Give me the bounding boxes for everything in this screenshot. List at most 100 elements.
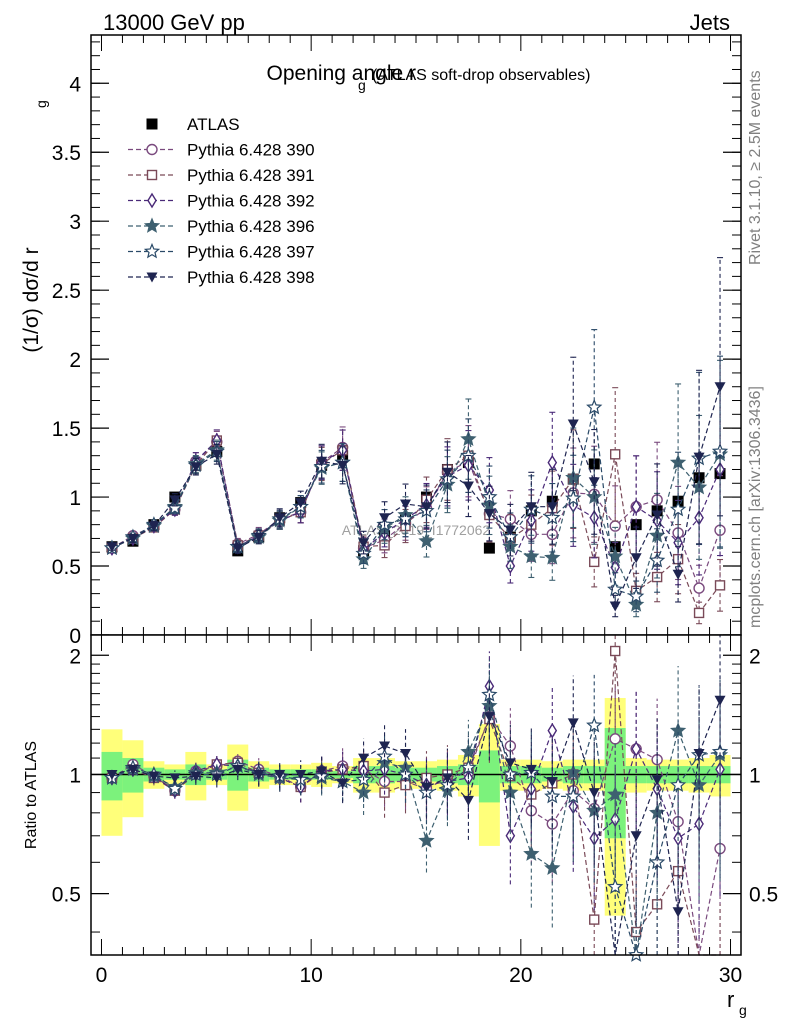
ratio-point	[505, 827, 516, 844]
series-point	[148, 521, 160, 532]
series-point	[523, 547, 540, 564]
series-point	[504, 525, 516, 536]
series-point	[628, 587, 645, 604]
ratio-point	[609, 645, 621, 657]
series-point	[546, 502, 558, 513]
xtick-label: 30	[719, 964, 742, 987]
legend-marker	[143, 242, 161, 259]
ratio-point	[588, 788, 600, 799]
main-ytick-label: 4	[69, 73, 81, 96]
series-point	[337, 460, 349, 471]
rivet-version-label: Rivet 3.1.10, ≥ 2.5M events	[747, 70, 764, 265]
series-point	[609, 449, 621, 460]
ratio-point	[672, 907, 684, 918]
series-point	[400, 499, 412, 510]
series-point	[589, 556, 600, 568]
series-point	[651, 510, 663, 521]
ratio-point	[337, 778, 349, 789]
legend-entry: Pythia 6.428 392	[128, 192, 315, 211]
ratio-point	[525, 764, 537, 775]
legend-entry: Pythia 6.428 390	[128, 141, 315, 160]
legend-marker	[146, 169, 158, 181]
svg-text:Rivet 3.1.10, ≥ 2.5M events: Rivet 3.1.10, ≥ 2.5M events	[747, 70, 764, 265]
series-point	[462, 481, 474, 492]
ratio-point	[567, 718, 579, 729]
series-point	[669, 500, 687, 517]
ratio-point	[586, 716, 603, 733]
xtick-label: 20	[509, 964, 532, 987]
legend-marker	[143, 217, 161, 233]
legend-label: Pythia 6.428 392	[187, 192, 315, 211]
main-ytick-label: 0	[69, 625, 81, 648]
series-point	[420, 502, 432, 513]
ratio-ytick-label: 2	[69, 645, 81, 668]
main-plot-area	[91, 35, 741, 635]
ratio-series-group	[103, 635, 729, 962]
legend-entry: Pythia 6.428 397	[128, 243, 315, 262]
xtick-label: 10	[299, 964, 322, 987]
series-point	[588, 477, 600, 488]
svg-text:(1/σ) dσ/d r: (1/σ) dσ/d r	[20, 247, 43, 352]
legend-marker	[147, 192, 157, 209]
series-point	[106, 542, 118, 553]
legend-entry: ATLAS	[146, 115, 240, 134]
series-point	[483, 509, 495, 520]
ratio-point	[607, 785, 624, 802]
legend-entry: Pythia 6.428 391	[128, 166, 315, 185]
legend-marker	[146, 272, 158, 283]
main-ytick-label: 1	[69, 487, 81, 510]
ratio-point	[211, 773, 223, 784]
ratio-line	[111, 686, 721, 840]
ratio-point	[544, 859, 561, 876]
header-category: Jets	[690, 10, 730, 35]
main-ytick-label: 2.5	[52, 280, 81, 303]
chart-title: Opening angle r	[267, 62, 416, 85]
ratio-point	[460, 759, 477, 775]
series-point	[714, 382, 726, 393]
main-panel: 00.511.522.533.54 ATLAS_2019_I1772062 Op…	[52, 34, 742, 648]
series-point	[609, 520, 621, 532]
y-axis-label: (1/σ) dσ/d r	[20, 247, 43, 352]
ratio-point	[607, 878, 624, 894]
series-point	[274, 513, 286, 524]
series-point	[525, 502, 537, 513]
ratio-y-axis-label: Ratio to ATLAS	[23, 741, 40, 849]
ratio-point	[148, 771, 160, 782]
ratio-point	[630, 831, 642, 842]
series-line	[111, 407, 721, 598]
main-y-ticks: 0 0.5 1 1.5 2 2.5 3 3.5 4	[52, 35, 741, 648]
legend-label: Pythia 6.428 397	[187, 243, 315, 262]
ratio-point	[106, 769, 118, 780]
main-ytick-label: 3.5	[52, 142, 81, 165]
header-process: 13000 GeV pp	[103, 10, 245, 35]
ratio-point	[418, 832, 435, 848]
legend-label: Pythia 6.428 396	[187, 217, 315, 236]
ratio-ytick-label-right: 0.5	[749, 884, 778, 907]
legend: ATLAS Pythia 6.428 390 Pythia 6.428 391 Pyt…	[128, 115, 315, 287]
ratio-point	[547, 722, 558, 739]
ratio-point	[483, 712, 495, 723]
series-point	[630, 553, 642, 564]
ratio-ytick-label: 0.5	[52, 884, 81, 907]
series-point	[295, 498, 307, 509]
y-axis-label-subscript: g	[33, 100, 49, 108]
series-point	[441, 467, 453, 478]
series-point	[609, 601, 621, 612]
ratio-point	[441, 773, 453, 784]
x-axis-label: r	[727, 987, 734, 1012]
series-point	[358, 538, 370, 549]
ratio-point	[462, 795, 474, 806]
legend-label: Pythia 6.428 390	[187, 141, 315, 160]
ratio-point	[253, 769, 265, 780]
ratio-ytick-label-right: 2	[749, 645, 761, 668]
ratio-point	[609, 733, 621, 745]
series-point	[316, 456, 328, 467]
series-point	[232, 543, 244, 554]
ratio-point	[166, 780, 184, 796]
legend-label: Pythia 6.428 391	[187, 166, 315, 185]
x-axis-label-subscript: g	[739, 1002, 747, 1018]
main-series-group	[103, 257, 729, 625]
series-line	[111, 386, 721, 609]
series-point	[693, 582, 705, 594]
ratio-ytick-label-right: 1	[749, 764, 761, 787]
